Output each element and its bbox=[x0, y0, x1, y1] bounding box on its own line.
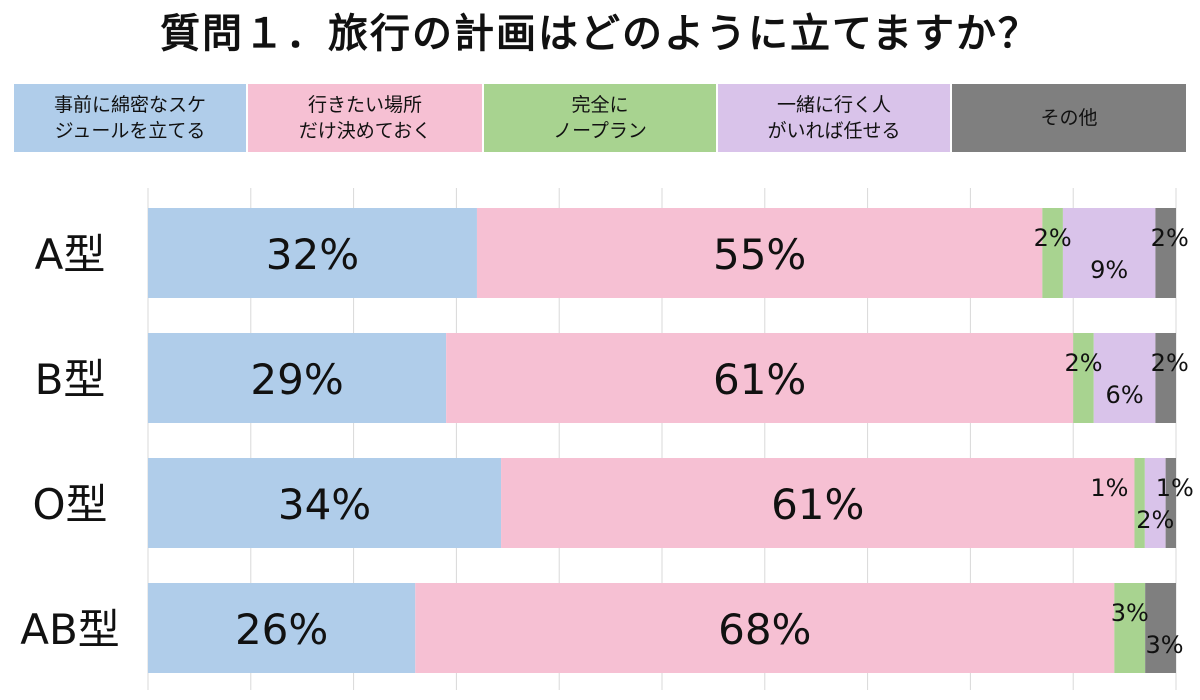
legend-item: 一緒に行く人 がいれば任せる bbox=[718, 84, 950, 152]
data-label: 1% bbox=[1156, 474, 1194, 502]
bar-segment bbox=[148, 208, 477, 298]
data-label: 68% bbox=[718, 605, 811, 654]
bar-segment bbox=[476, 208, 1043, 298]
bar-segment bbox=[415, 583, 1115, 673]
bar-segment bbox=[1155, 333, 1176, 423]
bar-segment bbox=[1093, 333, 1156, 423]
legend: 事前に綿密なスケ ジュールを立てる 行きたい場所 だけ決めておく 完全に ノープラン 一緒に… bbox=[14, 84, 1186, 152]
bar-segment bbox=[1144, 458, 1166, 548]
data-label: 61% bbox=[713, 355, 806, 404]
legend-item: その他 bbox=[952, 84, 1186, 152]
legend-label: がいれば任せる bbox=[767, 120, 901, 142]
data-label: 2% bbox=[1136, 506, 1174, 534]
legend-label: ジュールを立てる bbox=[54, 120, 206, 142]
data-label: 26% bbox=[235, 605, 328, 654]
legend-label: 事前に綿密なスケ bbox=[53, 94, 206, 116]
data-label: 32% bbox=[266, 230, 359, 279]
data-label: 2% bbox=[1151, 349, 1189, 377]
bar-segment bbox=[1073, 333, 1094, 423]
legend-label: 完全に bbox=[571, 94, 629, 116]
bar-segment bbox=[501, 458, 1135, 548]
data-label: 2% bbox=[1151, 224, 1189, 252]
bar-segment bbox=[446, 333, 1074, 423]
legend-item: 行きたい場所 だけ決めておく bbox=[248, 84, 482, 152]
legend-label: だけ決めておく bbox=[298, 120, 432, 142]
chart-title: 質問１．旅行の計画はどのように立てますか？ bbox=[160, 11, 1040, 57]
legend-label: ノープラン bbox=[553, 120, 647, 142]
legend-label: 行きたい場所 bbox=[307, 94, 422, 116]
legend-item: 完全に ノープラン bbox=[484, 84, 716, 152]
data-label: 2% bbox=[1064, 349, 1102, 377]
bar-segment bbox=[1155, 208, 1176, 298]
bar-segment bbox=[1134, 458, 1145, 548]
data-label: 34% bbox=[278, 480, 371, 529]
category-label: O型 bbox=[32, 480, 107, 529]
bar-segment bbox=[1145, 583, 1176, 673]
category-label: AB型 bbox=[20, 605, 120, 654]
data-label: 55% bbox=[713, 230, 806, 279]
category-label: A型 bbox=[35, 230, 106, 279]
bar-segment bbox=[1114, 583, 1146, 673]
category-label: B型 bbox=[35, 355, 106, 404]
legend-label: その他 bbox=[1040, 107, 1098, 129]
data-label: 6% bbox=[1106, 381, 1144, 409]
data-label: 61% bbox=[771, 480, 864, 529]
bar-segment bbox=[1042, 208, 1063, 298]
legend-label: 一緒に行く人 bbox=[776, 94, 891, 116]
bar-segment bbox=[148, 333, 447, 423]
bar-segment bbox=[1062, 208, 1156, 298]
data-label: 9% bbox=[1090, 256, 1128, 284]
data-label: 2% bbox=[1034, 224, 1072, 252]
data-label: 3% bbox=[1111, 599, 1149, 627]
data-label: 29% bbox=[250, 355, 343, 404]
bar-segment bbox=[1165, 458, 1176, 548]
bar-segment bbox=[148, 458, 502, 548]
data-label: 3% bbox=[1146, 631, 1184, 659]
data-label: 1% bbox=[1090, 474, 1128, 502]
legend-item: 事前に綿密なスケ ジュールを立てる bbox=[14, 84, 246, 152]
bar-segment bbox=[148, 583, 416, 673]
